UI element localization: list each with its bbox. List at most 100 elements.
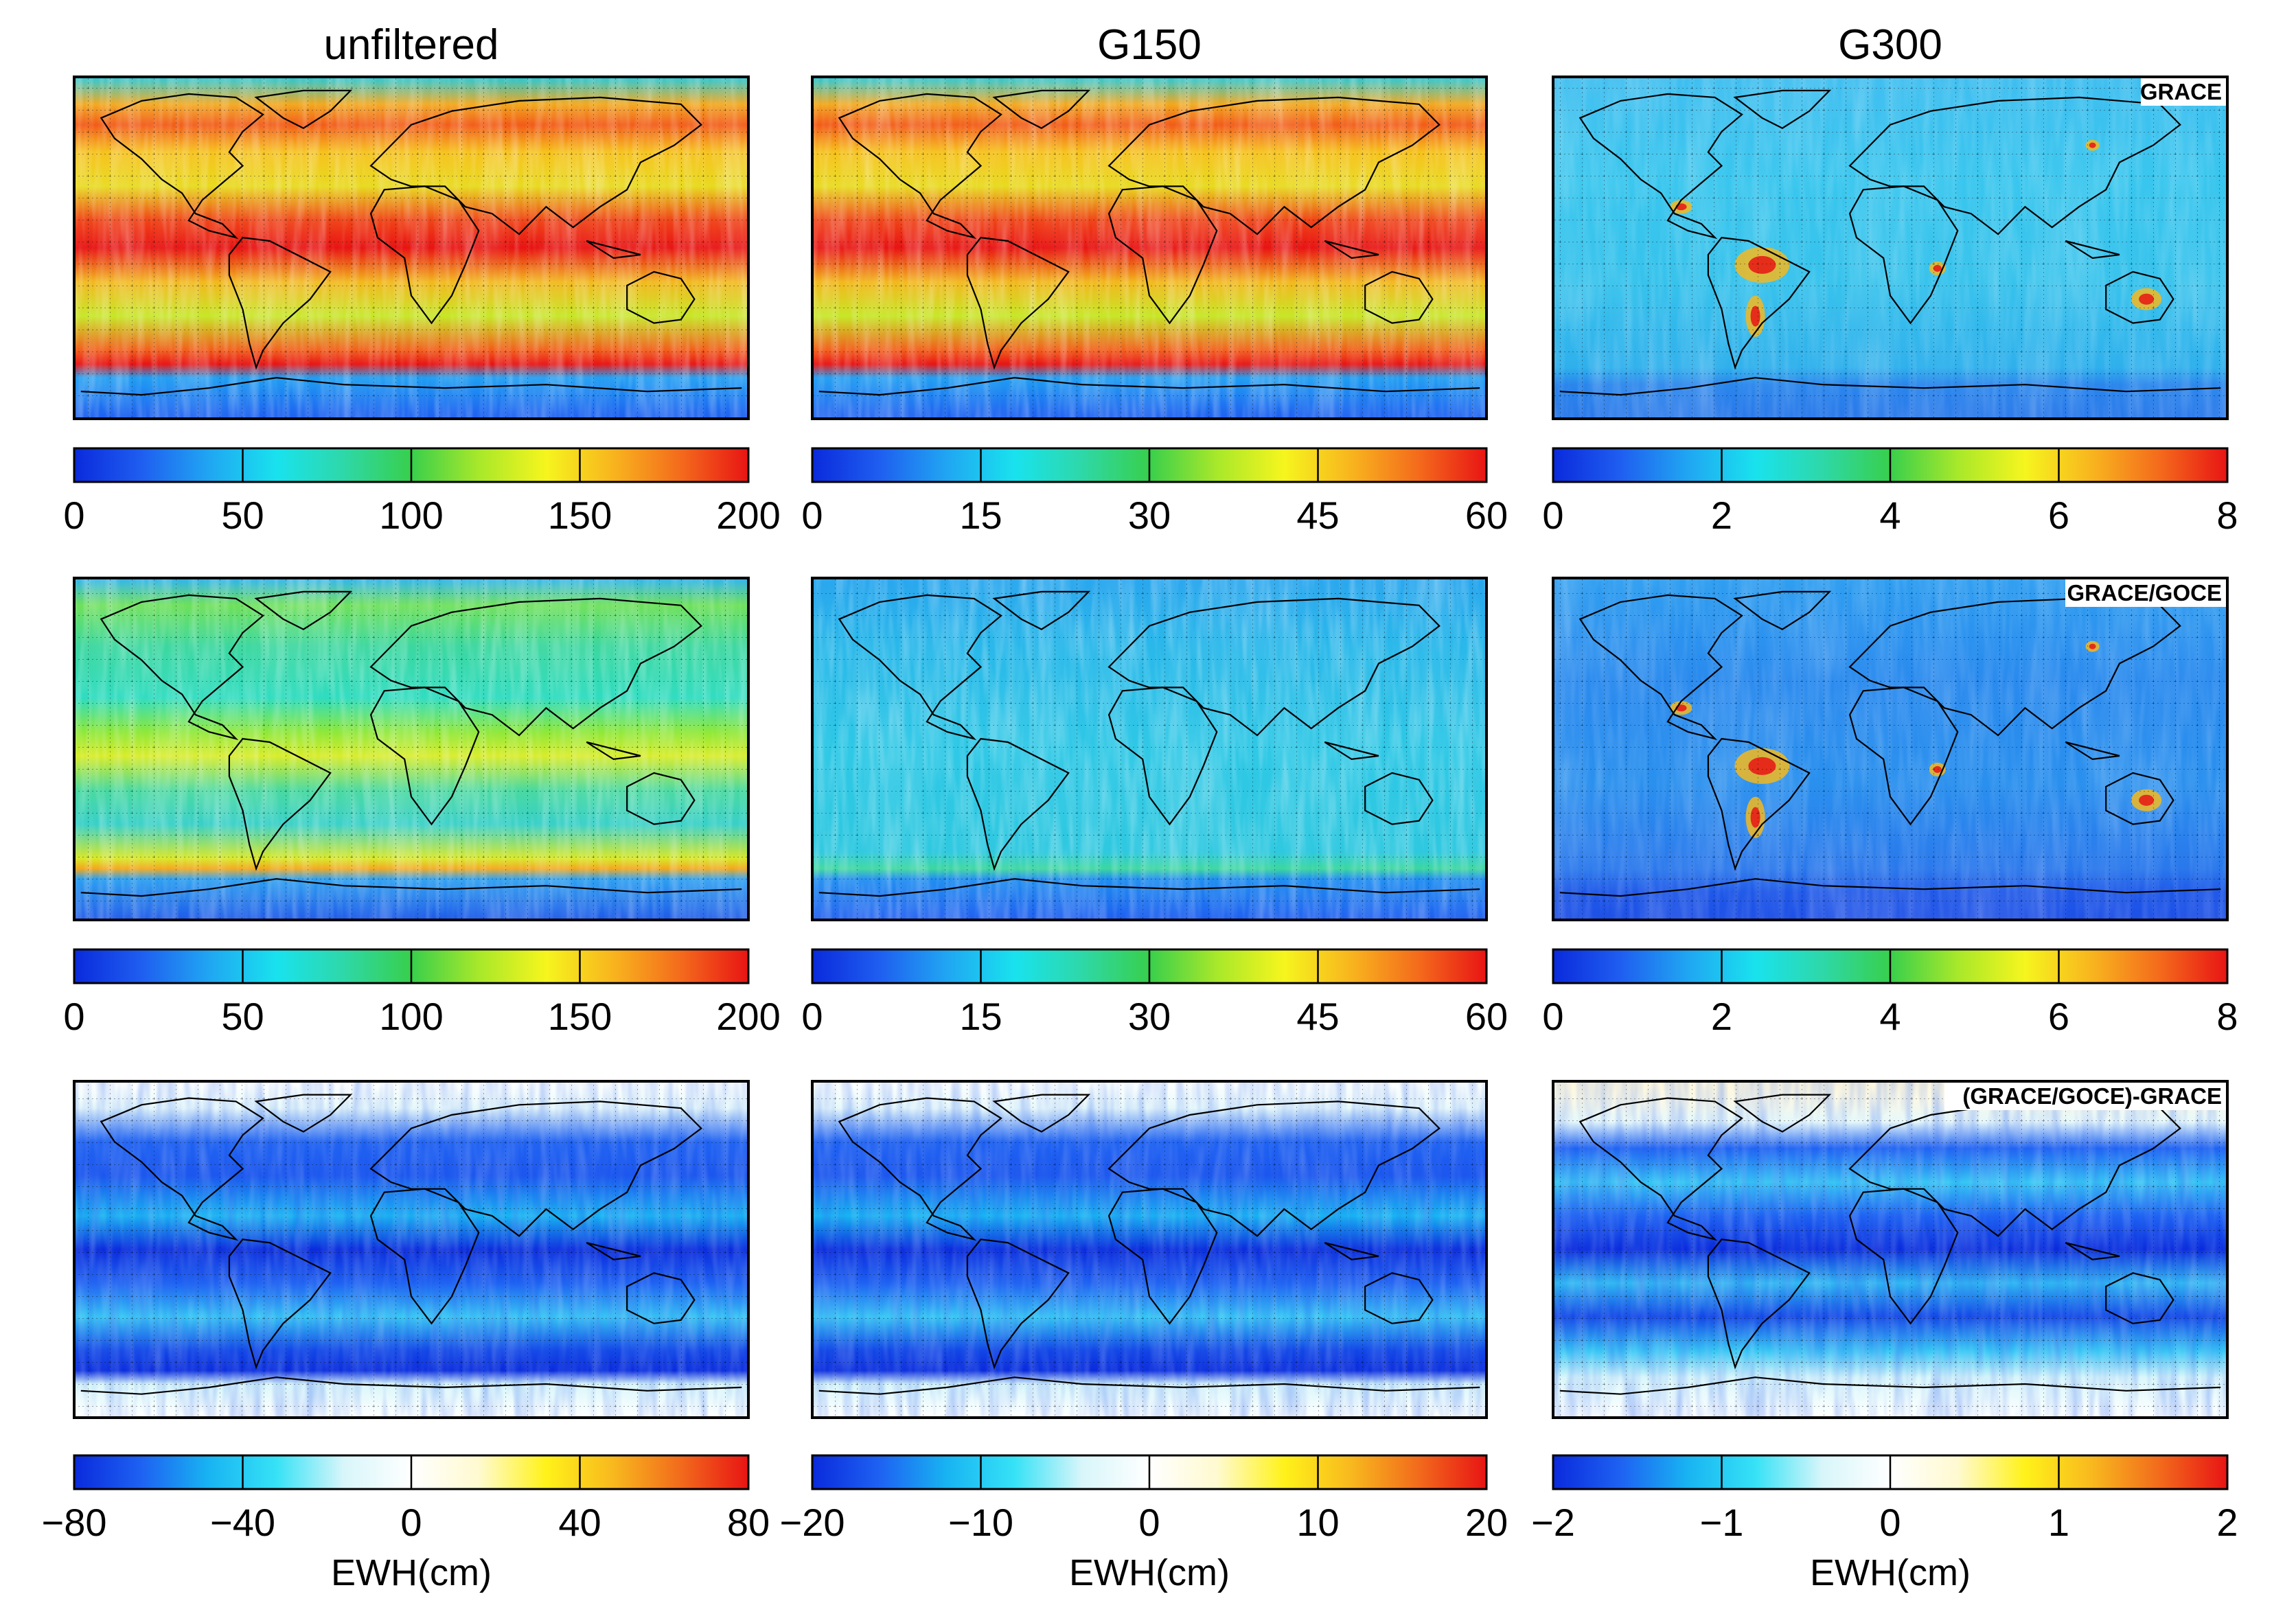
- colorbar-tick-label: 150: [548, 494, 612, 537]
- colorbar-tick-label: 45: [1296, 995, 1339, 1038]
- map-field: [1553, 578, 2227, 920]
- colorbar: 0 2 4 6 8: [1542, 948, 2238, 1038]
- colorbar-tick-label: 0: [63, 494, 84, 537]
- map-field: [74, 578, 748, 920]
- dataset-label: GRACE: [2140, 79, 2222, 104]
- graticule: [1553, 1081, 2227, 1418]
- colorbar-tick-label: 0: [801, 995, 823, 1038]
- graticule: [812, 578, 1486, 920]
- colorbar-tick-label: 10: [1296, 1501, 1339, 1544]
- map-frame: [73, 577, 750, 921]
- colorbar-unit: EWH(cm): [1810, 1552, 1971, 1593]
- colorbar-tick-label: 20: [1465, 1501, 1508, 1544]
- colorbar-tick-label: 30: [1128, 494, 1171, 537]
- colorbar-tick-label: 0: [801, 494, 823, 537]
- map-frame: [811, 1080, 1488, 1419]
- colorbar-tick-label: 8: [2216, 494, 2238, 537]
- map-frame: [1552, 1080, 2229, 1419]
- map-field: [812, 578, 1486, 920]
- dataset-label: GRACE/GOCE: [2067, 580, 2222, 606]
- colorbar-tick-label: 200: [716, 995, 780, 1038]
- colorbar-tick-label: 60: [1465, 995, 1508, 1038]
- colorbar-tick-label: 0: [1879, 1501, 1901, 1544]
- graticule: [74, 1081, 748, 1418]
- map-field: [1553, 1081, 2227, 1418]
- map-field: [812, 77, 1486, 419]
- map-field: [1553, 77, 2227, 419]
- panel-r2-c1: 0 50 100 150 200: [63, 577, 781, 1038]
- colorbar-tick-label: 50: [221, 494, 264, 537]
- colorbar-tick-label: 6: [2048, 995, 2069, 1038]
- colorbar-tick-label: −10: [948, 1501, 1013, 1544]
- colorbar-tick-label: 80: [727, 1501, 770, 1544]
- graticule: [74, 578, 748, 920]
- colorbar-tick-label: 30: [1128, 995, 1171, 1038]
- colorbar-tick-label: 2: [2216, 1501, 2238, 1544]
- label-tag-bg: [2065, 579, 2226, 607]
- map-frame: [1552, 76, 2229, 420]
- map-frame: [73, 1080, 750, 1419]
- panel-r1-c1: unfiltered 0 50 100 150 200: [63, 21, 780, 537]
- colorbar-tick-label: 4: [1879, 995, 1901, 1038]
- graticule: [1553, 77, 2227, 419]
- colorbar-tick-label: 0: [1542, 494, 1563, 537]
- panel-r3-c2: −20 −10 0 10 20 EWH(cm): [780, 1080, 1508, 1593]
- map-frame: [811, 577, 1488, 921]
- map-frame: [811, 76, 1488, 420]
- graticule: [812, 1081, 1486, 1418]
- panel-r3-c3: (GRACE/GOCE)-GRACE −2 −1 0 1 2 EWH(cm): [1531, 1080, 2238, 1593]
- colorbar-tick-label: 15: [959, 995, 1002, 1038]
- colorbar-tick-label: 2: [1711, 494, 1732, 537]
- colorbar: 0 15 30 45 60: [801, 948, 1508, 1038]
- colorbar-tick-label: 100: [379, 494, 443, 537]
- colorbar-tick-label: 6: [2048, 494, 2069, 537]
- panel-r3-c1: −80 −40 0 40 80 EWH(cm): [42, 1080, 770, 1593]
- colorbar-tick-label: 2: [1711, 995, 1732, 1038]
- colorbar-tick-label: 0: [1138, 1501, 1160, 1544]
- colorbar-tick-label: 60: [1465, 494, 1508, 537]
- colorbar-tick-label: 40: [558, 1501, 601, 1544]
- colorbar: −2 −1 0 1 2 EWH(cm): [1531, 1454, 2238, 1593]
- colorbar-tick-label: 100: [379, 995, 443, 1038]
- map-field: [74, 1081, 748, 1418]
- colorbar: 0 2 4 6 8: [1542, 447, 2238, 537]
- colorbar-tick-label: 0: [1542, 995, 1563, 1038]
- column-title: G150: [1097, 21, 1202, 69]
- map-field: [74, 77, 748, 419]
- colorbar-unit: EWH(cm): [1069, 1552, 1230, 1593]
- graticule: [74, 77, 748, 419]
- colorbar: 0 50 100 150 200: [63, 447, 781, 537]
- colorbar-tick-label: 150: [548, 995, 612, 1038]
- panel-r2-c2: 0 15 30 45 60: [801, 577, 1508, 1038]
- label-tag-bg: [2141, 78, 2226, 106]
- colorbar-tick-label: 200: [716, 494, 780, 537]
- colorbar-tick-label: −40: [210, 1501, 275, 1544]
- colorbar-tick-label: −20: [780, 1501, 845, 1544]
- panel-r2-c3: GRACE/GOCE 0 2 4 6 8: [1542, 577, 2238, 1038]
- colorbar: 0 15 30 45 60: [801, 447, 1508, 537]
- colorbar-tick-label: −2: [1531, 1501, 1575, 1544]
- graticule: [812, 77, 1486, 419]
- colorbar-tick-label: 45: [1296, 494, 1339, 537]
- colorbar-tick-label: 8: [2216, 995, 2238, 1038]
- colorbar: −80 −40 0 40 80 EWH(cm): [42, 1454, 770, 1593]
- column-title: G300: [1838, 21, 1942, 69]
- panel-r1-c2: G150 0 15 30 45 60: [801, 21, 1508, 537]
- colorbar-tick-label: 4: [1879, 494, 1901, 537]
- colorbar-tick-label: 0: [400, 1501, 422, 1544]
- label-tag-bg: [1944, 1083, 2226, 1110]
- colorbar-tick-label: 0: [63, 995, 84, 1038]
- panel-r1-c3: G300 GRACE 0 2 4 6 8: [1542, 21, 2238, 537]
- colorbar: −20 −10 0 10 20 EWH(cm): [780, 1454, 1508, 1593]
- graticule: [1553, 578, 2227, 920]
- dataset-label: (GRACE/GOCE)-GRACE: [1962, 1083, 2222, 1109]
- map-field: [812, 1081, 1486, 1418]
- colorbar-tick-label: 50: [221, 995, 264, 1038]
- colorbar-tick-label: 15: [959, 494, 1002, 537]
- map-frame: [73, 76, 750, 420]
- colorbar-tick-label: −80: [42, 1501, 107, 1544]
- colorbar-unit: EWH(cm): [331, 1552, 492, 1593]
- colorbar-tick-label: −1: [1700, 1501, 1744, 1544]
- map-frame: [1552, 577, 2229, 921]
